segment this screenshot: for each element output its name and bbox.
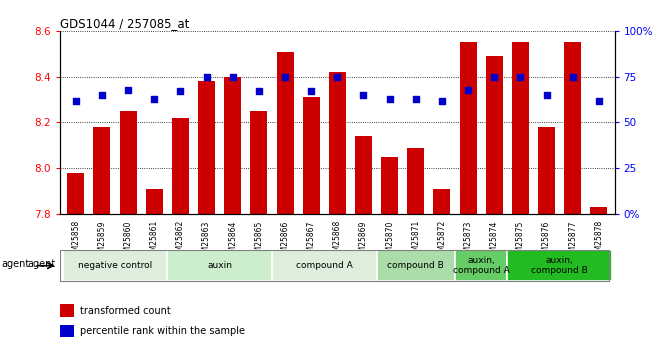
Bar	[277, 52, 293, 214]
Point	[594, 98, 605, 103]
Text: agent: agent	[1, 259, 29, 269]
Bar	[250, 111, 267, 214]
Bar	[120, 111, 137, 214]
Bar	[172, 118, 189, 214]
Point	[149, 96, 160, 101]
Point	[280, 74, 291, 80]
Point	[306, 89, 317, 94]
Text: transformed count: transformed count	[79, 306, 170, 315]
Text: compound A: compound A	[296, 261, 353, 270]
Point	[97, 92, 108, 98]
Bar	[455, 250, 507, 281]
Text: GDS1044 / 257085_at: GDS1044 / 257085_at	[60, 17, 190, 30]
Bar	[198, 81, 215, 214]
Bar	[377, 250, 455, 281]
Bar	[60, 325, 74, 337]
Bar	[486, 56, 503, 214]
Point	[541, 92, 552, 98]
Bar	[512, 42, 529, 214]
Point	[489, 74, 500, 80]
Point	[410, 96, 421, 101]
Point	[201, 74, 212, 80]
Bar	[507, 250, 612, 281]
Bar	[591, 207, 607, 214]
Point	[567, 74, 578, 80]
Bar	[67, 173, 84, 214]
Text: auxin,
compound B: auxin, compound B	[531, 256, 588, 275]
Bar	[94, 127, 110, 214]
Text: auxin,
compound A: auxin, compound A	[453, 256, 510, 275]
Point	[254, 89, 265, 94]
Bar	[434, 189, 450, 214]
Text: compound B: compound B	[387, 261, 444, 270]
Point	[123, 87, 134, 92]
Bar	[168, 250, 272, 281]
Bar	[272, 250, 377, 281]
Bar	[60, 304, 74, 317]
Bar	[538, 127, 555, 214]
Point	[227, 74, 238, 80]
Bar	[460, 42, 476, 214]
Text: negative control: negative control	[78, 261, 152, 270]
Point	[70, 98, 81, 103]
Bar	[381, 157, 398, 214]
Text: auxin: auxin	[207, 261, 232, 270]
Bar	[329, 72, 346, 214]
Point	[384, 96, 395, 101]
Point	[437, 98, 448, 103]
Point	[175, 89, 186, 94]
Bar	[224, 77, 241, 214]
Point	[515, 74, 526, 80]
Bar	[407, 148, 424, 214]
Point	[332, 74, 343, 80]
Point	[463, 87, 474, 92]
Point	[358, 92, 369, 98]
Text: percentile rank within the sample: percentile rank within the sample	[79, 326, 244, 336]
Bar	[63, 250, 168, 281]
Text: agent: agent	[28, 259, 56, 269]
Bar	[303, 97, 320, 214]
Bar	[355, 136, 372, 214]
Bar	[564, 42, 581, 214]
Bar	[146, 189, 163, 214]
